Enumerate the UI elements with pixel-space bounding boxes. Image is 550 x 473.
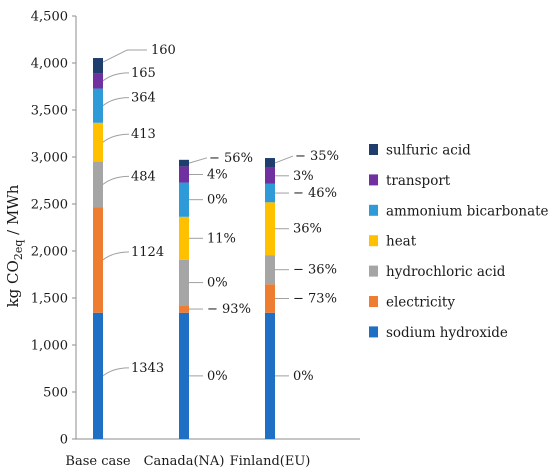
data-label: 0%	[207, 193, 228, 208]
legend-label: electricity	[386, 295, 455, 311]
legend-swatch	[369, 296, 378, 307]
callout-leader	[102, 49, 128, 63]
legend: sulfuric acid transport ammonium bicarbona…	[369, 143, 549, 341]
callout-leader	[102, 175, 130, 185]
y-axis-label: kg CO2eq / MWh	[4, 184, 25, 307]
y-tick-label: 1,500	[31, 292, 68, 307]
data-label: − 73%	[293, 292, 337, 307]
bar-segment	[179, 182, 189, 217]
callout-leader	[102, 133, 130, 143]
bars	[93, 58, 275, 439]
data-label: − 56%	[209, 151, 253, 166]
bar-segment	[93, 73, 103, 89]
bar-segment	[265, 202, 275, 256]
y-tick-label: 4,500	[31, 10, 68, 25]
bar-segment	[179, 259, 189, 306]
callout-leader	[102, 367, 130, 377]
bar-segment	[265, 167, 275, 184]
bar-segment	[179, 216, 189, 260]
data-label: 0%	[207, 369, 228, 384]
legend-swatch	[369, 265, 378, 277]
bar-segment	[93, 58, 103, 74]
bar-segment	[93, 88, 103, 123]
bar-segment	[179, 159, 189, 167]
y-tick-label: 0	[60, 433, 68, 448]
x-tick-label: Finland(EU)	[230, 454, 311, 469]
y-tick-label: 3,500	[31, 104, 68, 119]
y-tick-label: 2,000	[31, 245, 68, 260]
data-label: − 36%	[293, 263, 337, 278]
legend-swatch	[369, 326, 378, 338]
legend-swatch	[369, 174, 378, 186]
bar-segment	[265, 255, 275, 285]
bar-segment	[93, 122, 103, 162]
x-tick-label: Canada(NA)	[144, 454, 225, 469]
axes: 0 500 1,000 1,500 2,000 2,500 3,000 3,500 4,000 4…	[31, 10, 360, 469]
legend-label: sulfuric acid	[386, 143, 471, 159]
data-label: 413	[131, 127, 156, 142]
legend-swatch	[369, 235, 378, 247]
bar-segment	[179, 305, 189, 313]
legend-swatch	[369, 144, 378, 155]
data-label: 3%	[293, 169, 314, 184]
data-label: 1343	[131, 361, 164, 376]
data-label: − 93%	[207, 302, 251, 317]
y-tick-label: 4,000	[31, 57, 68, 72]
data-label: 11%	[207, 231, 236, 246]
data-label: 1124	[131, 245, 164, 260]
bar-segment	[179, 312, 189, 439]
callout-leader	[102, 251, 130, 261]
legend-label: ammonium bicarbonate	[386, 203, 549, 219]
bar-segment	[93, 312, 103, 439]
bar-segment	[93, 207, 103, 313]
bar-segment	[265, 284, 275, 313]
callout-leader	[102, 97, 130, 107]
x-tick-label: Base case	[65, 454, 131, 469]
y-axis-label-subscript: 2eq	[12, 240, 25, 261]
legend-label: hydrochloric acid	[386, 264, 506, 280]
data-label: 364	[131, 91, 156, 106]
data-label: − 35%	[295, 149, 339, 164]
y-axis-label-unit: / MWh	[4, 184, 22, 239]
data-label: 4%	[207, 167, 228, 182]
data-label: − 46%	[293, 186, 337, 201]
y-tick-label: 3,000	[31, 151, 68, 166]
legend-swatch	[369, 204, 378, 216]
data-label: 0%	[207, 276, 228, 291]
legend-label: sodium hydroxide	[386, 325, 508, 341]
y-axis-label-main: kg CO	[4, 260, 22, 307]
bar-segment	[265, 158, 275, 168]
bar-segment	[93, 161, 103, 208]
data-label: 484	[131, 169, 156, 184]
bar-segment	[179, 166, 189, 183]
y-tick-label: 1,000	[31, 339, 68, 354]
bar-segment	[265, 183, 275, 203]
callout-leader	[102, 72, 130, 82]
callout-leader	[188, 157, 208, 164]
legend-label: heat	[386, 234, 417, 250]
bar-segment	[265, 312, 275, 439]
data-label: 36%	[293, 222, 322, 237]
data-label: 160	[151, 43, 176, 58]
data-label: 165	[131, 66, 156, 81]
data-label: 0%	[293, 369, 314, 384]
callout-leader	[274, 155, 294, 164]
legend-label: transport	[386, 173, 451, 189]
y-tick-label: 2,500	[31, 198, 68, 213]
y-tick-label: 500	[43, 386, 68, 401]
